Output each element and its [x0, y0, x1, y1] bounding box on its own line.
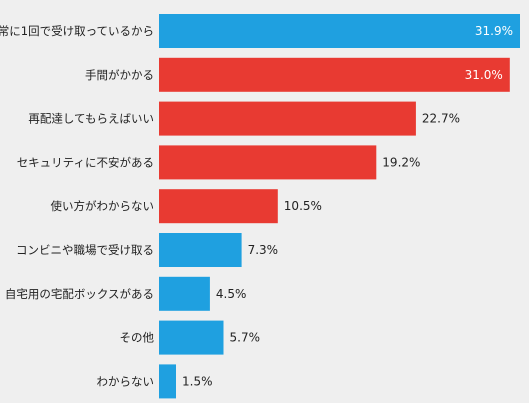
- value-label-0: 31.9%: [475, 24, 513, 38]
- category-label-4: 使い方がわからない: [51, 199, 155, 213]
- bar-2: [159, 101, 416, 136]
- bar-1: [159, 57, 510, 92]
- value-label-7: 5.7%: [230, 331, 261, 345]
- bars-group: [159, 14, 520, 399]
- value-labels-group: 31.9% 31.0% 22.7% 19.2% 10.5% 7.3% 4.5% 5.7% 1.5…: [182, 24, 513, 388]
- category-label-6: 自宅用の宅配ボックスがある: [5, 287, 154, 301]
- bar-6: [159, 276, 210, 311]
- value-label-5: 7.3%: [248, 243, 279, 257]
- category-label-1: 手間がかかる: [85, 68, 154, 82]
- category-label-8: わからない: [97, 374, 155, 388]
- category-labels-group: 常に1回で受け取っているから手間がかかる再配達してもらえばいいセキュリティに不安…: [0, 24, 154, 388]
- bar-7: [159, 320, 224, 355]
- bar-5: [159, 233, 242, 267]
- category-label-2: 再配達してもらえばいい: [28, 112, 154, 126]
- value-label-3: 19.2%: [382, 155, 420, 169]
- value-label-4: 10.5%: [284, 199, 322, 213]
- category-label-5: コンビニや職場で受け取る: [16, 243, 154, 257]
- bar-8: [159, 364, 176, 399]
- category-label-3: セキュリティに不安がある: [17, 155, 154, 169]
- category-label-7: その他: [120, 331, 155, 345]
- bar-4: [159, 189, 278, 224]
- value-label-6: 4.5%: [216, 287, 247, 301]
- category-label-0: 常に1回で受け取っているから: [0, 24, 154, 38]
- value-label-2: 22.7%: [422, 112, 460, 126]
- value-label-1: 31.0%: [465, 68, 503, 82]
- value-label-8: 1.5%: [182, 374, 213, 388]
- bar-0: [159, 14, 520, 48]
- bar-3: [159, 145, 377, 180]
